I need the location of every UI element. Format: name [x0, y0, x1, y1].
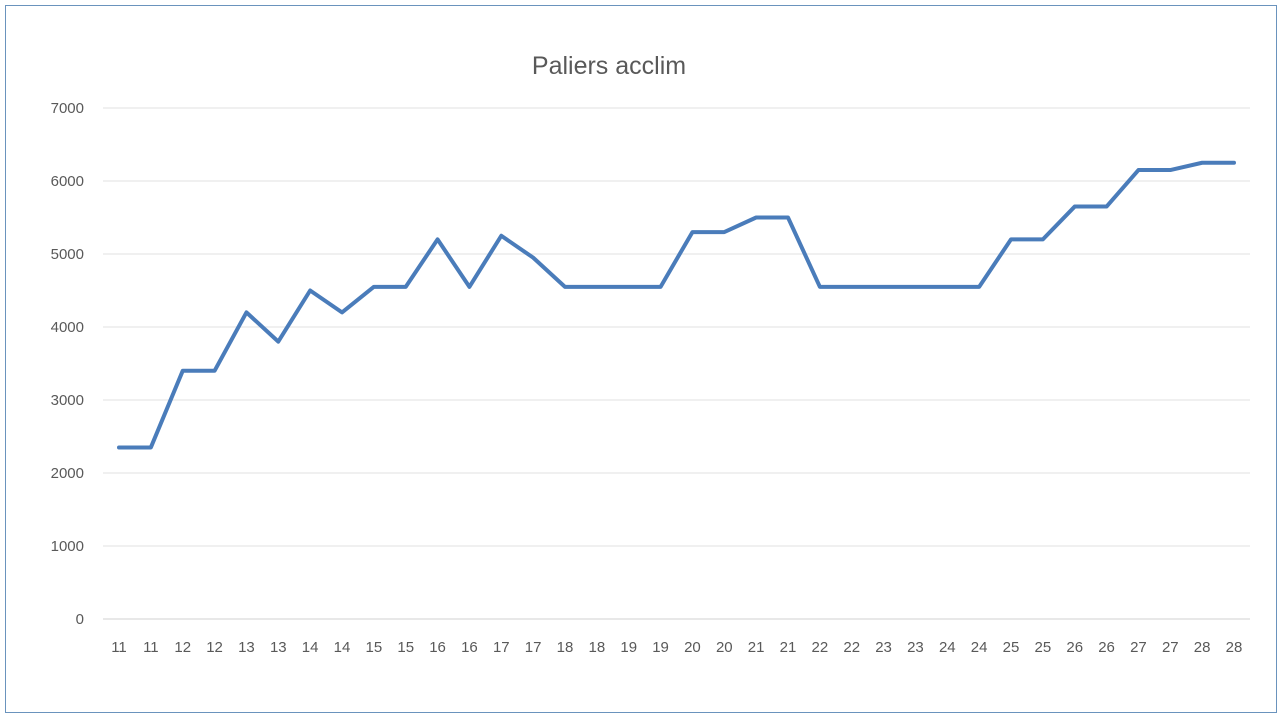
chart-frame [5, 5, 1277, 713]
x-tick-label: 27 [1162, 639, 1179, 656]
x-tick-label: 18 [557, 639, 574, 656]
x-tick-label: 23 [907, 639, 924, 656]
x-tick-label: 11 [111, 639, 127, 656]
x-tick-label: 27 [1130, 639, 1147, 656]
y-tick-label: 0 [76, 611, 84, 628]
chart-title: Paliers acclim [531, 52, 687, 80]
x-tick-label: 24 [971, 639, 988, 656]
y-tick-label: 3000 [51, 392, 84, 409]
x-tick-label: 15 [366, 639, 383, 656]
x-tick-label: 11 [143, 639, 159, 656]
x-tick-label: 15 [397, 639, 414, 656]
x-tick-label: 19 [652, 639, 669, 656]
x-tick-label: 16 [429, 639, 446, 656]
x-tick-label: 22 [843, 639, 860, 656]
series-line [117, 160, 1236, 450]
y-tick-label: 1000 [51, 538, 84, 555]
x-tick-label: 25 [1035, 639, 1052, 656]
x-tick-label: 18 [589, 639, 606, 656]
x-tick-label: 24 [939, 639, 956, 656]
x-tick-label: 17 [493, 639, 510, 656]
x-tick-label: 14 [302, 639, 319, 656]
x-tick-label: 28 [1226, 639, 1243, 656]
y-tick-label: 5000 [51, 246, 84, 263]
x-tick-label: 20 [716, 639, 733, 656]
y-tick-label: 2000 [51, 465, 84, 482]
x-tick-label: 26 [1066, 639, 1083, 656]
x-tick-label: 12 [206, 639, 223, 656]
x-tick-label: 16 [461, 639, 478, 656]
x-tick-label: 26 [1098, 639, 1115, 656]
x-tick-label: 25 [1003, 639, 1020, 656]
x-tick-label: 23 [875, 639, 892, 656]
y-tick-label: 7000 [51, 100, 84, 117]
x-tick-label: 19 [620, 639, 637, 656]
x-tick-label: 13 [270, 639, 287, 656]
x-tick-label: 17 [525, 639, 542, 656]
y-tick-label: 6000 [51, 173, 84, 190]
x-tick-label: 14 [334, 639, 351, 656]
x-tick-label: 20 [684, 639, 701, 656]
x-tick-label: 22 [812, 639, 829, 656]
x-tick-label: 28 [1194, 639, 1211, 656]
x-tick-label: 21 [748, 639, 765, 656]
x-tick-label: 12 [174, 639, 191, 656]
x-tick-label: 21 [780, 639, 797, 656]
x-tick-label: 13 [238, 639, 255, 656]
y-tick-label: 4000 [51, 319, 84, 336]
